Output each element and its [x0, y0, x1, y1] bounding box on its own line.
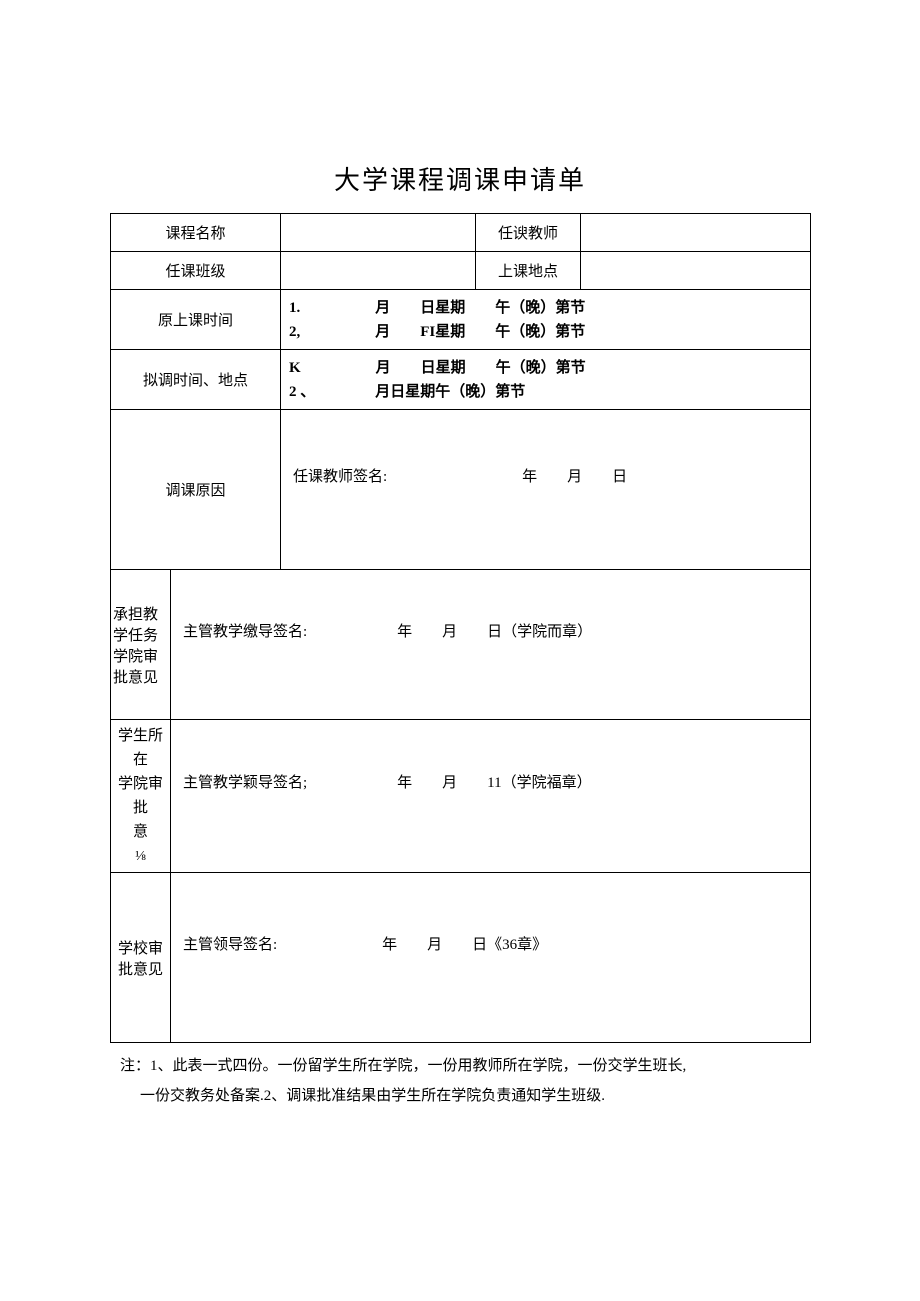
label-student-dept: 学生所在 学院审批 意 ⅛: [111, 720, 171, 873]
teacher-signature-line: 任课教师签名: 年 月 日: [293, 465, 798, 486]
student-dean-signature-line: 主管教学颖导签名; 年 月 11（学院福章）: [183, 771, 798, 792]
label-instructor: 任谀教师: [476, 214, 581, 252]
field-new-time: K 月 日星期 午（晚）第节 2 、 月日星期午（晚）第节: [281, 350, 811, 410]
field-location: [581, 252, 811, 290]
label-teaching-dept: 承担教学任务学院审批意见: [111, 570, 171, 720]
field-teaching-dept: 主管教学缴导签名: 年 月 日（学院而章）: [171, 570, 811, 720]
field-reason: 任课教师签名: 年 月 日: [281, 410, 811, 570]
label-new-time: 拟调时间、地点: [111, 350, 281, 410]
label-school-approval: 学校审批意见: [111, 873, 171, 1043]
student-dept-l3: 意: [133, 824, 148, 840]
field-student-dept: 主管教学颖导签名; 年 月 11（学院福章）: [171, 720, 811, 873]
field-orig-time: 1. 月 日星期 午（晚）第节 2, 月 FI星期 午（晚）第节: [281, 290, 811, 350]
notes-line1: 注：1、此表一式四份。一份留学生所在学院，一份用教师所在学院，一份交学生班长,: [120, 1051, 800, 1081]
label-reason: 调课原因: [111, 410, 281, 570]
orig-time-line1: 1. 月 日星期 午（晚）第节: [289, 300, 585, 316]
new-time-line2: 2 、 月日星期午（晚）第节: [289, 384, 525, 400]
field-class: [281, 252, 476, 290]
field-instructor: [581, 214, 811, 252]
notes-line2-text: 一份交教务处备案.2、调课批准结果由学生所在学院负责通知学生班级.: [140, 1088, 605, 1104]
label-orig-time: 原上课时间: [111, 290, 281, 350]
notes-section: 注：1、此表一式四份。一份留学生所在学院，一份用教师所在学院，一份交学生班长, …: [110, 1051, 810, 1111]
student-dept-l4: ⅛: [135, 849, 146, 864]
school-signature-line: 主管领导签名: 年 月 日《36章》: [183, 933, 798, 954]
field-course-name: [281, 214, 476, 252]
student-dept-l2: 学院审批: [118, 776, 163, 816]
teaching-dean-signature-line: 主管教学缴导签名: 年 月 日（学院而章）: [183, 620, 798, 641]
page-title: 大学课程调课申请单: [110, 160, 810, 197]
field-school-approval: 主管领导签名: 年 月 日《36章》: [171, 873, 811, 1043]
student-dept-l1: 学生所在: [118, 728, 163, 768]
notes-line2: 一份交教务处备案.2、调课批准结果由学生所在学院负责通知学生班级.: [120, 1081, 800, 1111]
new-time-line1: K 月 日星期 午（晚）第节: [289, 360, 586, 376]
application-form-table: 课程名称 任谀教师 任课班级 上课地点 原上课时间 1. 月 日星期 午（晚）第…: [110, 213, 811, 1043]
label-course-name: 课程名称: [111, 214, 281, 252]
label-location: 上课地点: [476, 252, 581, 290]
label-class: 任课班级: [111, 252, 281, 290]
orig-time-line2: 2, 月 FI星期 午（晚）第节: [289, 324, 585, 340]
